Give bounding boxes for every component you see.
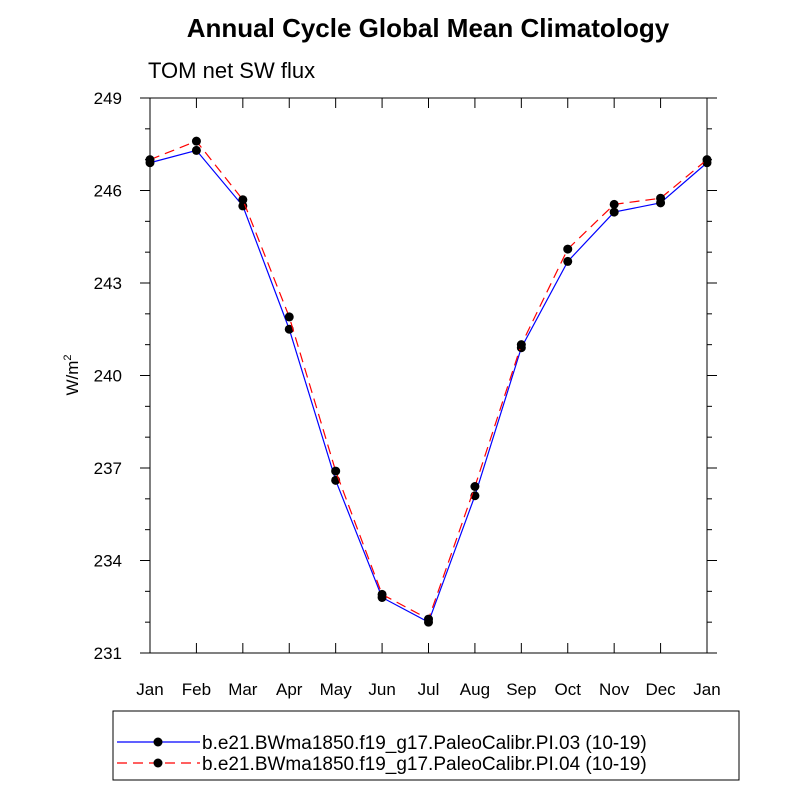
- y-axis-label: W/m2: [62, 354, 82, 395]
- chart-subtitle: TOM net SW flux: [148, 58, 315, 83]
- data-point: [191, 136, 201, 146]
- series-2: [145, 136, 712, 624]
- data-point: [516, 340, 526, 350]
- data-point: [563, 256, 573, 266]
- legend-box: [112, 710, 740, 781]
- y-tick-label: 240: [94, 367, 122, 386]
- legend-label: b.e21.BWma1850.f19_g17.PaleoCalibr.PI.04…: [202, 754, 647, 775]
- data-point: [238, 201, 248, 211]
- legend-marker: [153, 737, 163, 747]
- axis-ticks: Jan Feb Mar Apr May Jun Jul Aug Sep Oct Nov Dec Jan 2…: [94, 89, 721, 699]
- data-point: [470, 482, 480, 491]
- data-point: [284, 312, 294, 322]
- y-tick-label: 237: [94, 459, 122, 478]
- data-point: [377, 589, 387, 599]
- data-point: [331, 466, 341, 476]
- series-line: [149, 140, 708, 620]
- y-axis-label-unit: W/m: [63, 361, 82, 396]
- data-point: [702, 155, 712, 165]
- data-point: [284, 324, 294, 334]
- x-tick-label: Jul: [418, 680, 440, 699]
- data-point: [609, 207, 619, 217]
- data-point: [145, 155, 155, 165]
- y-tick-label: 234: [94, 552, 122, 571]
- legend-label: b.e21.BWma1850.f19_g17.PaleoCalibr.PI.03…: [202, 733, 647, 754]
- plot-frame: [149, 97, 708, 654]
- y-tick-label: 249: [94, 89, 122, 108]
- chart-title: Annual Cycle Global Mean Climatology: [187, 13, 670, 43]
- legend-marker: [153, 758, 163, 768]
- x-tick-label: Mar: [228, 680, 258, 699]
- data-point: [563, 244, 573, 254]
- data-point: [609, 199, 619, 209]
- series-layer: [145, 136, 712, 627]
- x-tick-label: Dec: [645, 680, 676, 699]
- series-line: [149, 149, 708, 624]
- y-axis-label-superscript: 2: [62, 354, 74, 360]
- y-tick-label: 231: [94, 644, 122, 663]
- data-point: [656, 193, 666, 203]
- x-tick-label: May: [320, 680, 353, 699]
- x-tick-label: Feb: [182, 680, 211, 699]
- y-tick-label: 246: [94, 182, 122, 201]
- x-tick-label: Jun: [368, 680, 395, 699]
- x-tick-label: Aug: [460, 680, 490, 699]
- y-tick-label: 243: [94, 274, 122, 293]
- x-tick-label: Oct: [555, 680, 582, 699]
- data-point: [238, 195, 248, 205]
- x-tick-label: Apr: [276, 680, 303, 699]
- x-tick-label: Sep: [506, 680, 536, 699]
- data-point: [424, 614, 433, 624]
- data-point: [191, 145, 201, 155]
- x-tick-label: Jan: [136, 680, 163, 699]
- series-1: [145, 145, 712, 627]
- legend: b.e21.BWma1850.f19_g17.PaleoCalibr.PI.03…: [112, 710, 740, 781]
- x-tick-label: Jan: [693, 680, 720, 699]
- x-tick-label: Nov: [599, 680, 630, 699]
